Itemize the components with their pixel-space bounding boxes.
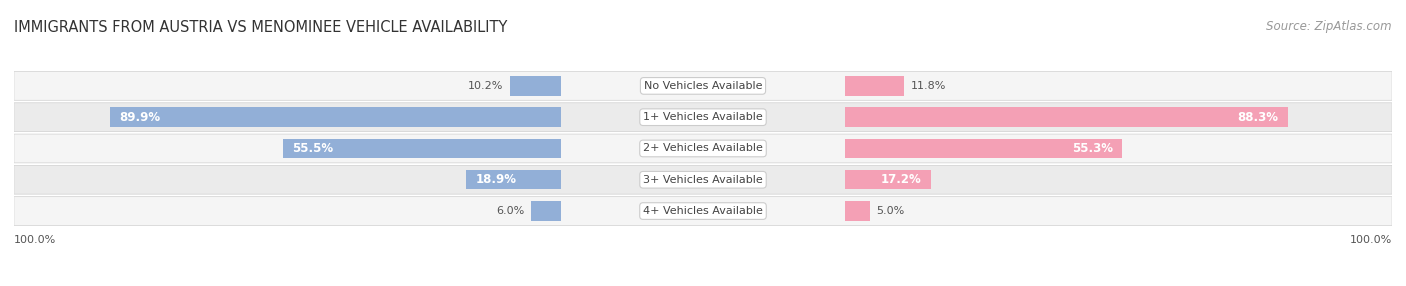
Text: IMMIGRANTS FROM AUSTRIA VS MENOMINEE VEHICLE AVAILABILITY: IMMIGRANTS FROM AUSTRIA VS MENOMINEE VEH… [14, 20, 508, 35]
Bar [845, 201, 870, 221]
Text: 17.2%: 17.2% [880, 173, 921, 186]
Text: 10.2%: 10.2% [468, 81, 503, 91]
Text: 1+ Vehicles Available: 1+ Vehicles Available [643, 112, 763, 122]
Text: No Vehicles Available: No Vehicles Available [644, 81, 762, 91]
Bar [845, 76, 904, 96]
Text: 5.0%: 5.0% [876, 206, 904, 216]
Text: 6.0%: 6.0% [496, 206, 524, 216]
Bar [845, 108, 1288, 127]
FancyBboxPatch shape [14, 134, 1392, 163]
Text: 3+ Vehicles Available: 3+ Vehicles Available [643, 175, 763, 185]
Text: 55.3%: 55.3% [1071, 142, 1112, 155]
Text: 2+ Vehicles Available: 2+ Vehicles Available [643, 144, 763, 154]
FancyBboxPatch shape [14, 103, 1392, 132]
Text: 88.3%: 88.3% [1237, 111, 1278, 124]
Text: 18.9%: 18.9% [477, 173, 517, 186]
Bar [510, 76, 561, 96]
Bar [845, 139, 1122, 158]
Bar [845, 170, 931, 189]
Text: 89.9%: 89.9% [120, 111, 160, 124]
Text: 100.0%: 100.0% [1350, 235, 1392, 245]
FancyBboxPatch shape [14, 197, 1392, 225]
Bar [110, 108, 561, 127]
Text: 100.0%: 100.0% [14, 235, 56, 245]
Bar [531, 201, 561, 221]
Text: 55.5%: 55.5% [292, 142, 333, 155]
Text: 4+ Vehicles Available: 4+ Vehicles Available [643, 206, 763, 216]
Text: 11.8%: 11.8% [910, 81, 946, 91]
Text: Source: ZipAtlas.com: Source: ZipAtlas.com [1267, 20, 1392, 33]
FancyBboxPatch shape [14, 72, 1392, 100]
FancyBboxPatch shape [14, 165, 1392, 194]
Bar [467, 170, 561, 189]
Bar [283, 139, 561, 158]
